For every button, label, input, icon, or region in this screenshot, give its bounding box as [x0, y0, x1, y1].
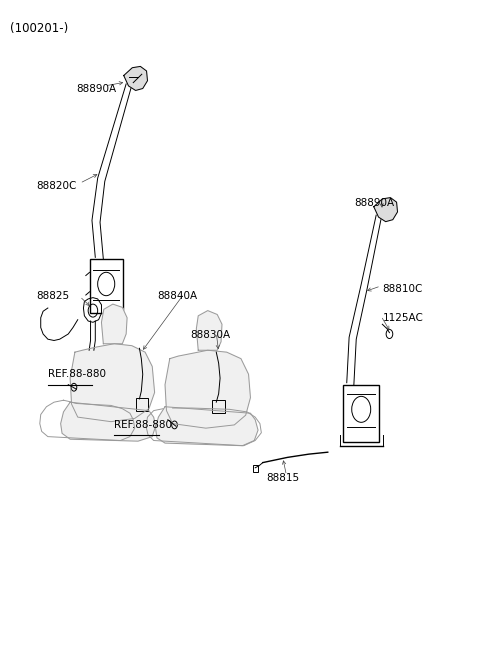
Text: 1125AC: 1125AC: [383, 312, 423, 323]
Text: 88840A: 88840A: [157, 291, 197, 301]
Text: 88810C: 88810C: [383, 284, 423, 293]
Bar: [136, 398, 148, 411]
Text: 88825: 88825: [36, 291, 69, 301]
Text: 88830A: 88830A: [190, 330, 230, 341]
Text: REF.88-880: REF.88-880: [114, 420, 172, 430]
Polygon shape: [156, 407, 258, 445]
Polygon shape: [165, 350, 251, 428]
Text: 88820C: 88820C: [36, 181, 76, 191]
Text: REF.88-880: REF.88-880: [48, 369, 106, 379]
Text: (100201-): (100201-): [10, 22, 68, 35]
Bar: [213, 400, 225, 413]
Text: 88815: 88815: [266, 473, 299, 483]
Polygon shape: [374, 198, 397, 221]
Bar: [253, 465, 258, 472]
Polygon shape: [70, 344, 155, 422]
Polygon shape: [124, 66, 147, 90]
Polygon shape: [196, 310, 222, 350]
Text: 88890A: 88890A: [354, 198, 394, 208]
Text: 88890A: 88890A: [76, 83, 117, 94]
Polygon shape: [60, 402, 156, 441]
Bar: [90, 259, 123, 312]
Polygon shape: [101, 304, 127, 344]
Bar: [343, 384, 379, 442]
